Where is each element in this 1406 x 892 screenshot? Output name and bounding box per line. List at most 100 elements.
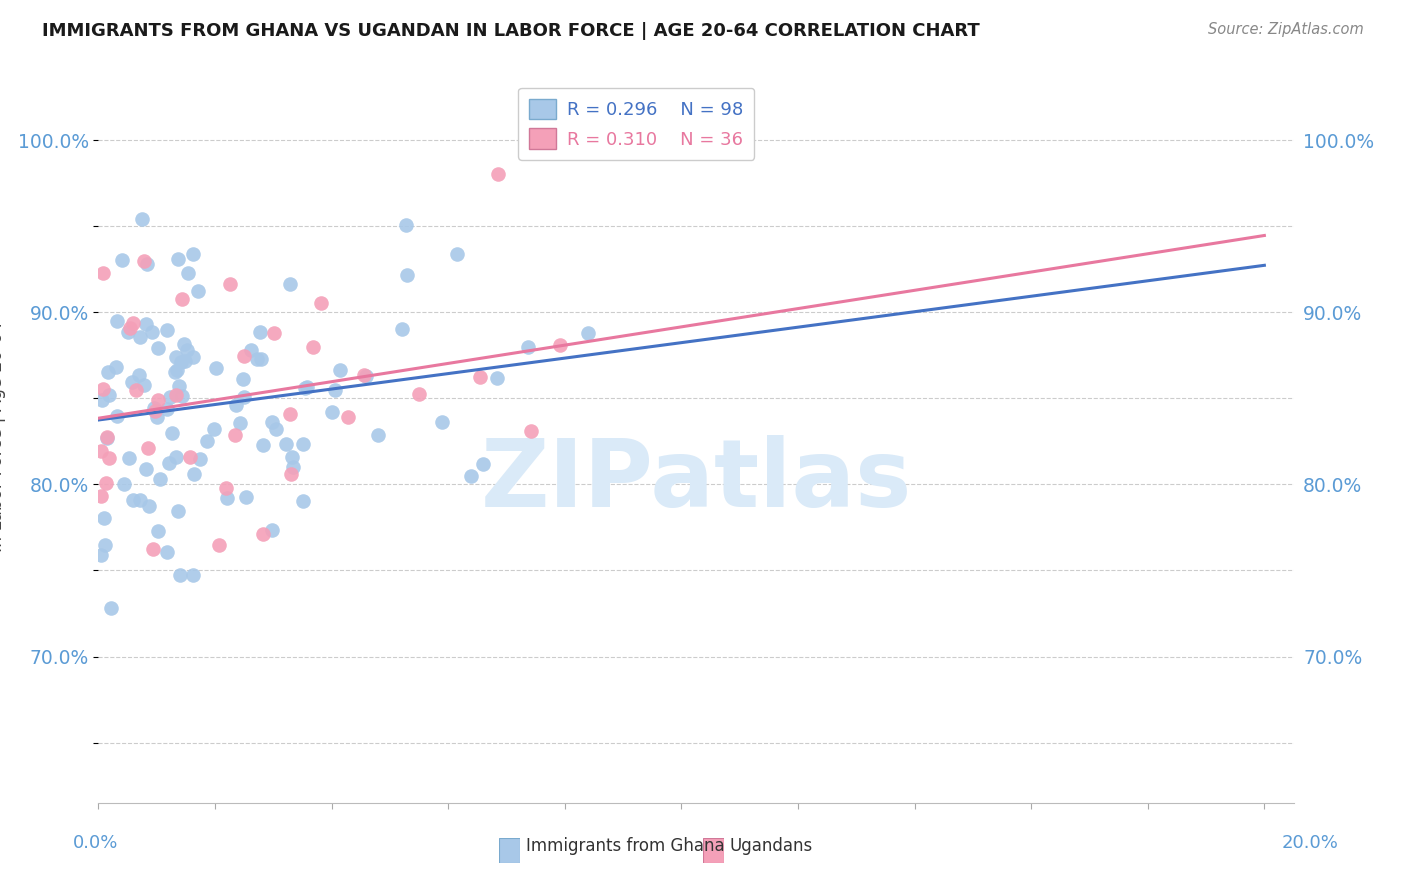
Point <box>266 422 288 436</box>
Point <box>240 343 263 357</box>
Point <box>280 467 302 481</box>
Point <box>167 252 190 266</box>
Point <box>576 326 599 340</box>
Point <box>252 438 274 452</box>
Text: IMMIGRANTS FROM GHANA VS UGANDAN IN LABOR FORCE | AGE 20-64 CORRELATION CHART: IMMIGRANTS FROM GHANA VS UGANDAN IN LABO… <box>42 22 980 40</box>
Point <box>190 452 212 467</box>
Point <box>148 393 170 408</box>
Point <box>187 285 209 299</box>
Point <box>276 437 298 451</box>
Point <box>96 430 118 444</box>
Point <box>96 431 118 445</box>
Point <box>105 409 128 423</box>
Point <box>225 398 247 412</box>
Text: 0.0%: 0.0% <box>73 834 118 852</box>
Point <box>97 450 120 465</box>
Point <box>94 538 117 552</box>
Point <box>291 437 314 451</box>
Point <box>125 383 148 397</box>
Point <box>183 467 205 481</box>
Point <box>118 450 141 465</box>
Point <box>118 321 141 335</box>
Point <box>134 378 156 392</box>
Point <box>235 491 257 505</box>
Point <box>520 424 543 438</box>
Point <box>122 316 145 330</box>
Point <box>135 317 157 331</box>
Point <box>323 383 346 397</box>
Point <box>291 493 314 508</box>
Point <box>280 450 302 465</box>
Point <box>97 365 120 379</box>
Point <box>146 410 169 425</box>
Point <box>246 352 269 367</box>
Point <box>446 247 468 261</box>
Point <box>173 336 195 351</box>
Point <box>170 389 193 403</box>
Point <box>353 368 375 382</box>
Point <box>233 391 256 405</box>
Point <box>395 218 418 232</box>
Point <box>172 292 194 306</box>
Point <box>302 340 325 354</box>
Point <box>278 277 301 291</box>
Point <box>217 491 239 506</box>
Point <box>136 442 159 456</box>
Point <box>135 257 157 271</box>
Point <box>367 427 389 442</box>
Point <box>156 401 179 416</box>
Point <box>205 361 228 376</box>
Text: ZIPatlas: ZIPatlas <box>481 435 911 527</box>
Y-axis label: In Labor Force | Age 20-64: In Labor Force | Age 20-64 <box>0 322 7 552</box>
Point <box>156 545 179 559</box>
Point <box>181 350 204 364</box>
Point <box>156 322 179 336</box>
Point <box>96 475 118 490</box>
Point <box>162 425 184 440</box>
Point <box>174 353 197 368</box>
Point <box>90 548 112 562</box>
Point <box>170 355 193 369</box>
Point <box>336 409 359 424</box>
Point <box>262 523 284 537</box>
Point <box>548 338 571 352</box>
Point <box>183 247 205 261</box>
Point <box>132 253 155 268</box>
Point <box>297 379 319 393</box>
Point <box>112 476 135 491</box>
Point <box>395 268 418 282</box>
Point <box>252 526 274 541</box>
Point <box>260 415 283 429</box>
Point <box>354 369 377 384</box>
Point <box>97 387 120 401</box>
Point <box>146 342 169 356</box>
Point <box>460 468 482 483</box>
Point <box>165 350 187 364</box>
Point <box>141 325 163 339</box>
Point <box>176 266 198 280</box>
Point <box>163 365 186 379</box>
Point <box>486 370 509 384</box>
Point <box>105 359 128 374</box>
Point <box>90 393 112 408</box>
Point <box>278 407 301 421</box>
Point <box>229 417 252 431</box>
Text: Source: ZipAtlas.com: Source: ZipAtlas.com <box>1208 22 1364 37</box>
Point <box>128 368 150 382</box>
Point <box>486 168 509 182</box>
Point <box>197 434 219 449</box>
Legend: R = 0.296    N = 98, R = 0.310    N = 36: R = 0.296 N = 98, R = 0.310 N = 36 <box>519 87 754 160</box>
Point <box>138 499 160 513</box>
Point <box>157 456 180 470</box>
Point <box>166 504 188 518</box>
Point <box>100 601 122 615</box>
Text: Immigrants from Ghana: Immigrants from Ghana <box>526 837 724 855</box>
Point <box>329 362 352 376</box>
Point <box>93 511 115 525</box>
Point <box>111 253 134 268</box>
Point <box>408 387 430 401</box>
Point <box>472 457 495 471</box>
Point <box>183 568 205 582</box>
Point <box>149 473 172 487</box>
Point <box>202 422 225 436</box>
